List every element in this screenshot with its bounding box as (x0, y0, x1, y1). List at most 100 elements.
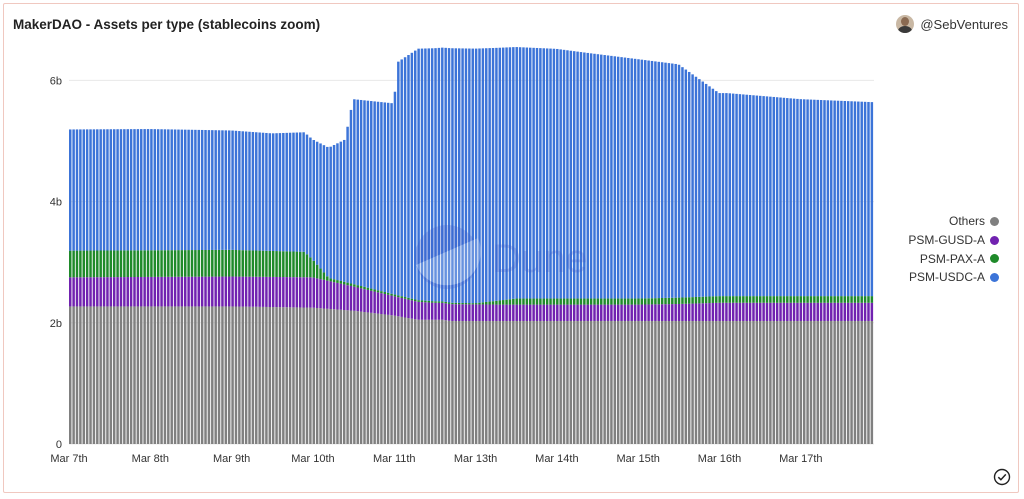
bar-segment-psm-gusd-a (177, 276, 180, 307)
bar-segment-psm-gusd-a (393, 296, 397, 316)
bar-segment-psm-usdc-a (671, 63, 674, 298)
author-badge[interactable]: @SebVentures (896, 15, 1008, 33)
bar-segment-psm-pax-a (522, 298, 525, 305)
bar-segment-psm-gusd-a (315, 278, 319, 308)
bar-segment-psm-usdc-a (79, 129, 82, 251)
legend-item-psm-usdc-a[interactable]: PSM-USDC-A (905, 268, 999, 287)
bar-segment-psm-usdc-a (786, 98, 789, 297)
bar-segment-psm-pax-a (69, 250, 72, 278)
bar-segment-others (694, 320, 698, 444)
bar-segment-others (383, 314, 387, 444)
bar-segment-psm-usdc-a (146, 129, 150, 251)
bar-segment-psm-pax-a (373, 289, 376, 292)
bar-segment-psm-gusd-a (464, 304, 468, 321)
bar-segment-psm-usdc-a (336, 143, 339, 281)
bar-segment-others (370, 312, 373, 444)
bar-segment-psm-gusd-a (704, 303, 708, 321)
bar-segment-others (725, 320, 728, 444)
bar-segment-psm-gusd-a (353, 286, 356, 311)
legend-item-psm-pax-a[interactable]: PSM-PAX-A (905, 249, 999, 268)
bar-segment-others (163, 306, 167, 444)
bar-segment-psm-gusd-a (846, 302, 850, 321)
dune-logo-icon (415, 225, 479, 289)
bar-segment-psm-gusd-a (799, 302, 803, 321)
bar-segment-psm-pax-a (468, 303, 471, 305)
bar-segment-psm-gusd-a (495, 304, 498, 321)
bar-segment-psm-pax-a (393, 294, 397, 297)
bar-segment-others (410, 318, 414, 444)
bar-segment-psm-pax-a (217, 249, 221, 277)
bar-segment-psm-gusd-a (566, 304, 569, 321)
bar-segment-psm-gusd-a (742, 302, 745, 321)
legend-item-psm-gusd-a[interactable]: PSM-GUSD-A (905, 231, 999, 250)
bar-segment-psm-pax-a (407, 297, 410, 300)
bar-segment-psm-gusd-a (167, 276, 170, 307)
bar-segment-psm-gusd-a (329, 281, 332, 309)
bar-segment-others (140, 306, 143, 444)
bar-segment-psm-pax-a (762, 296, 765, 303)
bar-segment-psm-gusd-a (106, 277, 109, 307)
bar-segment-psm-gusd-a (840, 302, 843, 321)
bar-segment-psm-gusd-a (359, 288, 363, 312)
bar-segment-others (515, 320, 518, 444)
bar-segment-psm-pax-a (715, 296, 718, 303)
bar-segment-others (731, 320, 735, 444)
bar-segment-others (589, 320, 593, 444)
bar-segment-psm-gusd-a (715, 302, 718, 321)
bar-segment-others (366, 312, 370, 444)
bar-segment-psm-usdc-a (140, 129, 143, 251)
bar-segment-psm-gusd-a (630, 304, 633, 321)
bar-segment-psm-gusd-a (309, 277, 312, 308)
bar-segment-psm-pax-a (806, 296, 809, 303)
bar-segment-psm-gusd-a (403, 298, 407, 318)
bar-segment-others (278, 307, 282, 444)
bar-segment-psm-gusd-a (79, 277, 82, 307)
bar-segment-psm-usdc-a (376, 101, 380, 291)
bar-segment-psm-gusd-a (346, 285, 349, 311)
bar-segment-psm-pax-a (447, 302, 451, 304)
bar-segment-psm-gusd-a (508, 304, 512, 321)
bar-segment-psm-gusd-a (268, 276, 272, 307)
check-circle-icon[interactable] (993, 468, 1011, 486)
bar-segment-psm-gusd-a (721, 302, 725, 321)
bar-segment-psm-pax-a (82, 250, 86, 278)
bar-segment-psm-usdc-a (271, 133, 275, 251)
bar-segment-others (755, 320, 759, 444)
bar-segment-psm-usdc-a (133, 129, 136, 251)
legend-item-others[interactable]: Others (905, 212, 999, 231)
bar-segment-others (819, 320, 823, 444)
bar-segment-psm-pax-a (600, 298, 603, 305)
bar-segment-psm-gusd-a (836, 302, 840, 321)
bar-segment-psm-usdc-a (69, 129, 72, 251)
bar-segment-psm-pax-a (728, 296, 732, 303)
bar-segment-others (701, 320, 704, 444)
legend-dot (990, 272, 999, 282)
bar-segment-psm-gusd-a (251, 276, 255, 307)
bar-segment-psm-usdc-a (119, 129, 123, 251)
bar-segment-others (244, 306, 248, 444)
bar-segment-others (295, 307, 299, 444)
bar-segment-psm-gusd-a (738, 302, 742, 321)
bar-segment-others (79, 306, 82, 444)
bar-segment-others (123, 306, 126, 444)
bar-segment-psm-usdc-a (857, 101, 860, 297)
bar-segment-psm-gusd-a (694, 303, 698, 321)
bar-segment-psm-gusd-a (89, 277, 92, 307)
bar-segment-psm-usdc-a (779, 97, 782, 297)
bar-segment-psm-pax-a (461, 302, 464, 305)
bar-segment-psm-gusd-a (711, 302, 715, 321)
bar-segment-psm-usdc-a (299, 132, 302, 252)
bar-segment-psm-usdc-a (532, 47, 535, 299)
bar-segment-psm-gusd-a (420, 302, 424, 320)
bar-segment-psm-usdc-a (447, 48, 451, 303)
bar-segment-psm-gusd-a (326, 280, 329, 309)
bar-segment-others (846, 320, 850, 444)
bar-segment-others (420, 319, 424, 444)
bar-segment-others (498, 320, 502, 444)
bar-segment-others (207, 306, 211, 444)
bar-segment-psm-gusd-a (471, 304, 474, 321)
bar-segment-psm-pax-a (146, 250, 150, 277)
bar-segment-psm-gusd-a (227, 276, 231, 307)
bar-segment-psm-usdc-a (738, 94, 742, 297)
bar-segment-psm-pax-a (657, 298, 661, 305)
